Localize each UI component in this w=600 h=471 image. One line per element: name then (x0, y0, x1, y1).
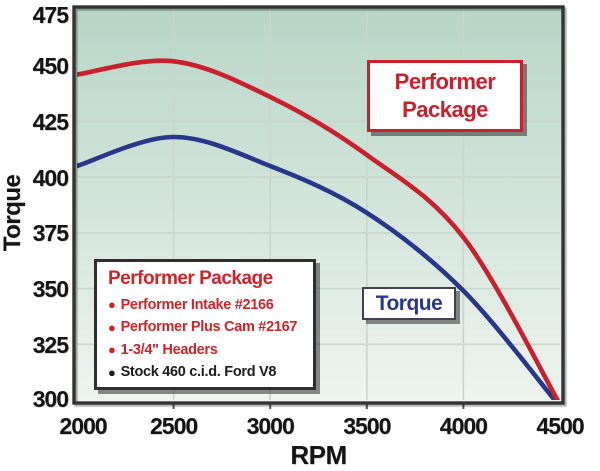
y-tick-label: 400 (32, 164, 69, 191)
y-tick-label: 475 (32, 2, 69, 28)
y-tick-label: 325 (32, 331, 69, 358)
torque-curve-callout: Torque (362, 287, 456, 321)
x-tick-label: 4000 (439, 413, 488, 439)
performer-callout-line2: Package (402, 97, 488, 123)
x-tick-label: 3500 (343, 413, 391, 439)
plot-frame (72, 5, 565, 405)
bullet-icon: ● (108, 342, 116, 358)
x-tick-label: 3000 (246, 413, 295, 439)
performer-callout-line1: Performer (394, 69, 496, 94)
bullet-icon: ● (108, 364, 116, 380)
bullet-icon: ● (108, 319, 116, 335)
performer-package-curve (77, 58, 560, 400)
legend-item-label: Stock 460 c.i.d. Ford V8 (120, 364, 277, 381)
legend-box: Performer Package ● Performer Intake #216… (94, 259, 316, 390)
x-tick-label: 2500 (150, 413, 198, 439)
x-tick-label: 2000 (59, 413, 107, 439)
y-tick-label: 425 (32, 108, 69, 135)
bullet-icon: ● (108, 297, 116, 313)
y-tick-label: 350 (32, 276, 69, 303)
legend-item-label: Performer Intake #2166 (120, 297, 274, 313)
legend-item: ● Performer Plus Cam #2167 (108, 316, 305, 338)
legend-item: ● Stock 460 c.i.d. Ford V8 (108, 361, 305, 383)
legend-item-label: Performer Plus Cam #2167 (120, 319, 298, 336)
legend-item: ● 1-3/4" Headers (108, 339, 305, 361)
legend-title: Performer Package (108, 268, 273, 289)
stock-torque-curve (77, 134, 558, 400)
y-tick-label: 450 (32, 53, 69, 80)
y-tick-label: 375 (32, 220, 69, 247)
y-tick-label: 300 (32, 386, 69, 412)
legend-item-list: ● Performer Intake #2166 ● Performer Plus C… (108, 294, 305, 384)
legend-item-label: 1-3/4" Headers (120, 341, 218, 358)
x-tick-label: 4500 (536, 413, 584, 439)
x-axis-title: RPM (290, 440, 347, 470)
performer-package-callout: Performer Package (367, 60, 523, 133)
legend-item: ● Performer Intake #2166 (108, 294, 305, 316)
